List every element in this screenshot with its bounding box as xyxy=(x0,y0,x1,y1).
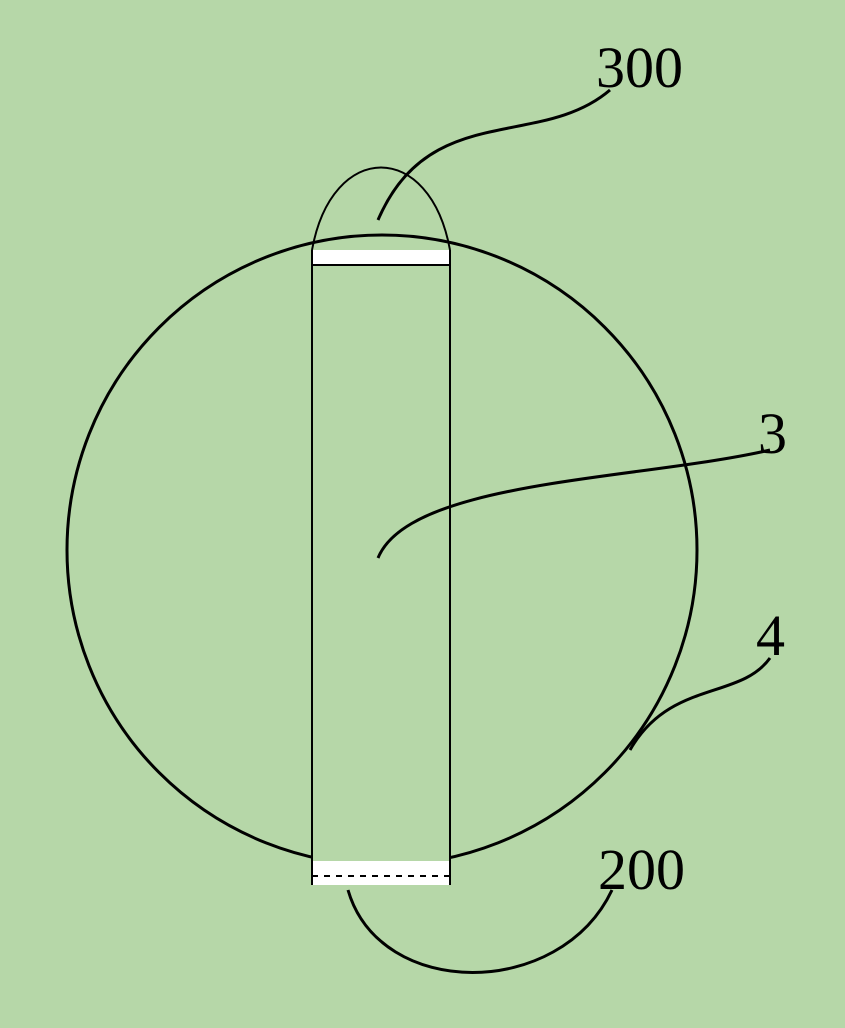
tube-top-band xyxy=(312,250,450,265)
label-300: 300 xyxy=(596,34,683,101)
label-4: 4 xyxy=(756,602,785,669)
diagram-svg xyxy=(0,0,845,1028)
diagram-canvas: 300 3 4 200 xyxy=(0,0,845,1028)
label-4-leader xyxy=(630,658,770,750)
label-3: 3 xyxy=(758,400,787,467)
label-200-leader xyxy=(348,890,612,973)
tube-bottom-band xyxy=(312,861,450,885)
label-200: 200 xyxy=(598,836,685,903)
tube-body xyxy=(312,250,450,885)
